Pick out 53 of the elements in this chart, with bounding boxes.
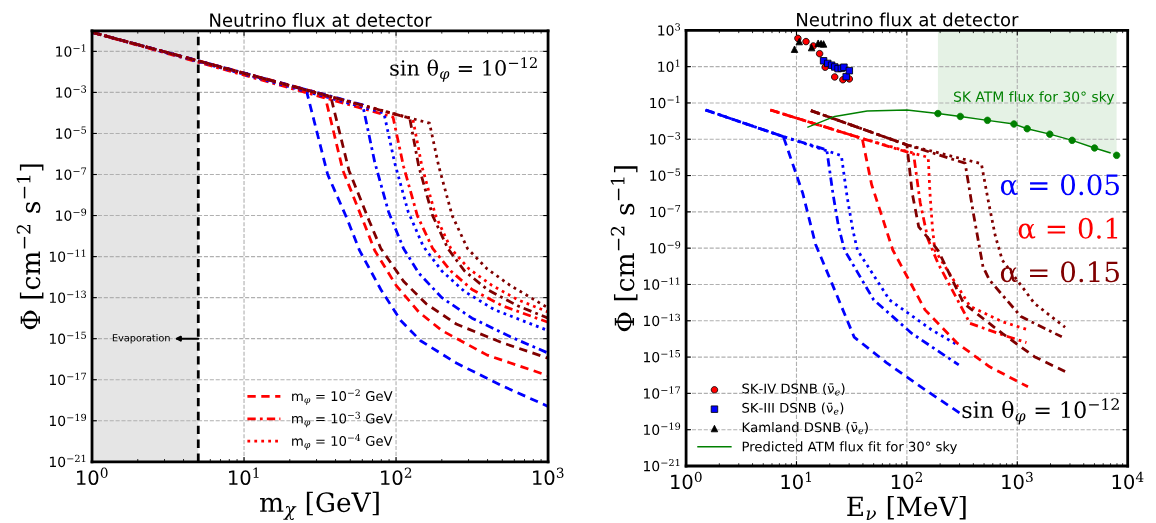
y-axis-title: Φ [cm$^{−2}$ s$^{−1}$] xyxy=(16,164,44,330)
annotation: α = 0.1 xyxy=(1018,217,1118,239)
annotation: α = 0.15 xyxy=(1000,261,1119,283)
y-tick-label: 10$^{−21}$ xyxy=(49,454,86,468)
y-tick-label: 10$^{−13}$ xyxy=(644,313,681,327)
y-tick-label: 10$^{−19}$ xyxy=(49,413,87,427)
annotation: sin θ$_{φ}$ = 10$^{−12}$ xyxy=(962,398,1119,425)
annotation: SK ATM flux for 30° sky xyxy=(953,91,1115,105)
y-axis-title: Φ [cm$^{−2}$ s$^{−1}$] xyxy=(610,166,638,332)
legend-label: m$_{φ}$ = 10$^{−3}$ GeV xyxy=(292,411,393,428)
y-tick-label: 10$^{−9}$ xyxy=(56,208,87,221)
y-tick-label: 10$^{−11}$ xyxy=(49,249,86,262)
y-tick-label: 10$^{−9}$ xyxy=(650,241,681,254)
legend-label: m$_{φ}$ = 10$^{−2}$ GeV xyxy=(292,389,393,405)
legend-label: SK-III DSNB (ν̄$_{e}$) xyxy=(742,402,844,415)
y-tick-label: 10$^{−11}$ xyxy=(644,277,680,290)
legend-label: Kamland DSNB (ν̄$_{e}$) xyxy=(742,421,868,435)
y-tick-label: 10$^{−1}$ xyxy=(56,44,86,57)
y-tick-label: 10$^{−15}$ xyxy=(644,349,681,363)
x-tick-label: 10$^{0}$ xyxy=(77,467,108,486)
annotation: α = 0.05 xyxy=(1000,174,1119,196)
x-tick-label: 10$^{4}$ xyxy=(1112,471,1144,490)
y-tick-label: 10$^{−17}$ xyxy=(644,386,681,399)
annotation: sin θ$_{φ}$ = 10$^{−12}$ xyxy=(390,57,537,82)
x-tick-label: 10$^{2}$ xyxy=(891,471,923,490)
legend-label: SK-IV DSNB (ν̄$_{e}$) xyxy=(742,383,845,396)
chart-title: Neutrino flux at detector xyxy=(210,12,432,27)
y-tick-label: 10$^{−5}$ xyxy=(650,168,681,181)
x-tick-label: 10$^{3}$ xyxy=(1002,471,1033,490)
y-tick-label: 10$^{−5}$ xyxy=(56,126,87,139)
x-tick-label: 10$^{1}$ xyxy=(229,467,259,486)
x-tick-label: 10$^{0}$ xyxy=(671,471,702,490)
y-tick-label: 10$^{−21}$ xyxy=(644,458,680,472)
annotation: Evaporation xyxy=(112,333,170,344)
y-tick-label: 10$^{1}$ xyxy=(658,59,680,73)
y-tick-label: 10$^{−7}$ xyxy=(56,167,87,180)
x-tick-label: 10$^{3}$ xyxy=(533,467,564,486)
y-tick-label: 10$^{−13}$ xyxy=(49,290,86,304)
chart-title: Neutrino flux at detector xyxy=(797,12,1019,27)
y-tick-label: 10$^{−19}$ xyxy=(644,422,681,436)
y-tick-label: 10$^{−15}$ xyxy=(49,331,86,345)
y-tick-label: 10$^{3}$ xyxy=(658,23,681,36)
y-tick-label: 10$^{−1}$ xyxy=(650,95,680,109)
y-tick-label: 10$^{−3}$ xyxy=(650,132,681,145)
x-tick-label: 10$^{2}$ xyxy=(381,467,412,486)
y-tick-label: 10$^{−17}$ xyxy=(49,372,87,386)
y-tick-label: 10$^{−3}$ xyxy=(56,85,87,98)
y-tick-label: 10$^{−7}$ xyxy=(650,204,681,218)
x-axis-title: m$_{χ}$ [GeV] xyxy=(260,491,379,520)
x-axis-title: E$_{ν}$ [MeV] xyxy=(847,495,966,521)
legend-label: Predicted ATM flux fit for 30° sky xyxy=(742,441,957,455)
legend-label: m$_{φ}$ = 10$^{−4}$ GeV xyxy=(292,434,393,450)
x-tick-label: 10$^{1}$ xyxy=(781,471,812,490)
